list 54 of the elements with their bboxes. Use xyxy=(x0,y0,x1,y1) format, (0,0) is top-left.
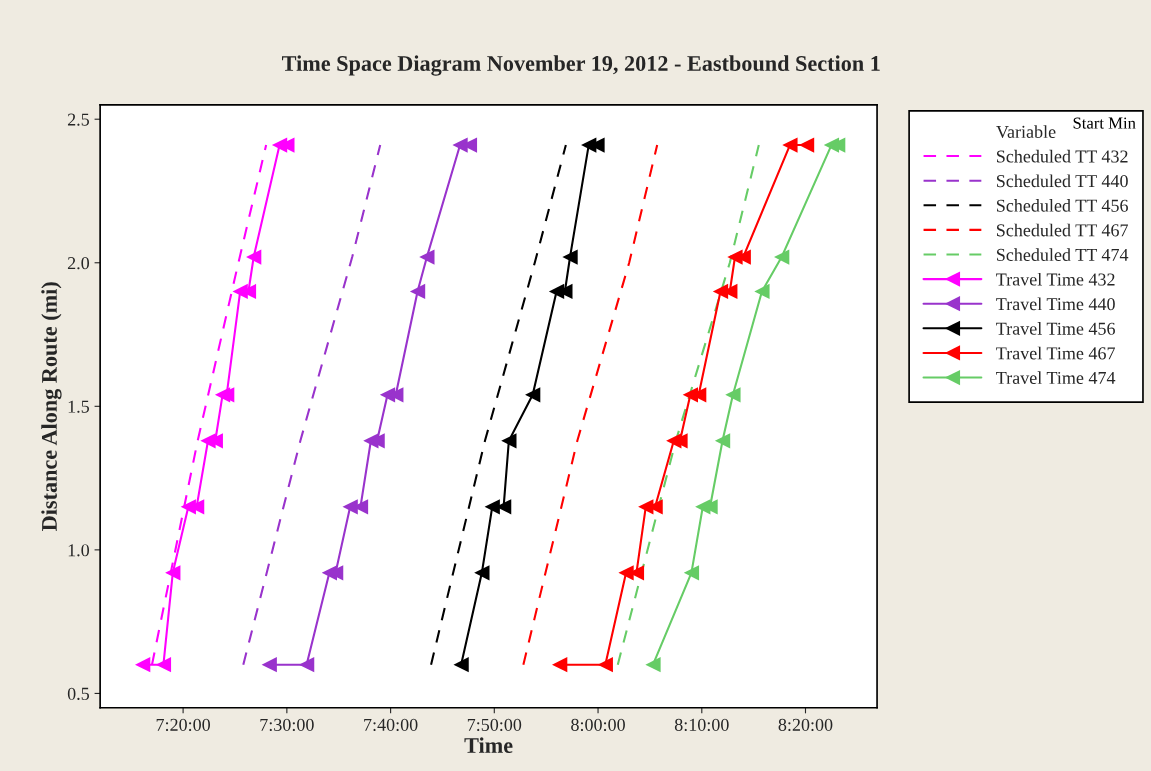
legend-label: Travel Time 467 xyxy=(996,346,1116,360)
x-tick-label: 7:30:00 xyxy=(260,718,314,731)
legend-label: Scheduled TT 474 xyxy=(996,248,1129,261)
point xyxy=(155,657,172,673)
legend-title: Variable xyxy=(996,125,1056,139)
x-tick-label: 8:00:00 xyxy=(571,718,625,731)
y-tick-label: 1.5 xyxy=(68,400,90,413)
point xyxy=(501,433,517,449)
point xyxy=(552,657,568,673)
point xyxy=(453,657,469,673)
point xyxy=(484,499,500,515)
point xyxy=(261,657,277,673)
point xyxy=(525,387,541,403)
legend-label: Scheduled TT 467 xyxy=(996,223,1129,237)
x-tick-label: 8:20:00 xyxy=(778,718,833,731)
line-series xyxy=(430,144,567,666)
legend-label: Scheduled TT 456 xyxy=(996,199,1128,212)
legend-label: Scheduled TT 432 xyxy=(996,149,1128,163)
x-axis-title: Time xyxy=(464,737,513,753)
point xyxy=(774,249,790,265)
point xyxy=(246,249,262,265)
line-series xyxy=(616,144,760,666)
point xyxy=(597,657,613,673)
y-axis-title: Distance Along Route (mi) xyxy=(41,282,62,531)
y-tick-label: 2.0 xyxy=(67,257,90,270)
x-tick-label: 7:20:00 xyxy=(156,718,210,731)
point xyxy=(409,283,426,300)
legend-label: Travel Time 474 xyxy=(996,371,1116,385)
legend-label: Travel Time 432 xyxy=(996,272,1115,286)
x-tick-label: 8:10:00 xyxy=(674,718,729,731)
point xyxy=(135,657,151,673)
y-tick-label: 0.5 xyxy=(67,687,90,700)
legend-label: Travel Time 440 xyxy=(996,297,1115,311)
point xyxy=(683,565,700,581)
point xyxy=(298,657,315,673)
point xyxy=(782,137,798,153)
line-series xyxy=(242,144,382,666)
x-tick-label: 7:50:00 xyxy=(467,718,522,731)
point xyxy=(165,565,181,581)
x-tick-label: 7:40:00 xyxy=(364,718,418,731)
point xyxy=(754,283,770,300)
point xyxy=(725,387,741,403)
y-tick-label: 1.0 xyxy=(68,544,90,557)
legend-label: Travel Time 456 xyxy=(996,322,1115,335)
chart-title: Time Space Diagram November 19, 2012 - Eastbound Section 1 xyxy=(282,55,880,76)
line-series xyxy=(522,144,659,666)
y-tick-label: 2.5 xyxy=(67,113,90,126)
point xyxy=(562,249,578,265)
point xyxy=(419,249,435,265)
point xyxy=(474,565,490,581)
point xyxy=(645,657,661,673)
point xyxy=(714,433,731,449)
text: Start Min xyxy=(1073,117,1136,129)
legend-label: Scheduled TT 440 xyxy=(996,174,1128,188)
